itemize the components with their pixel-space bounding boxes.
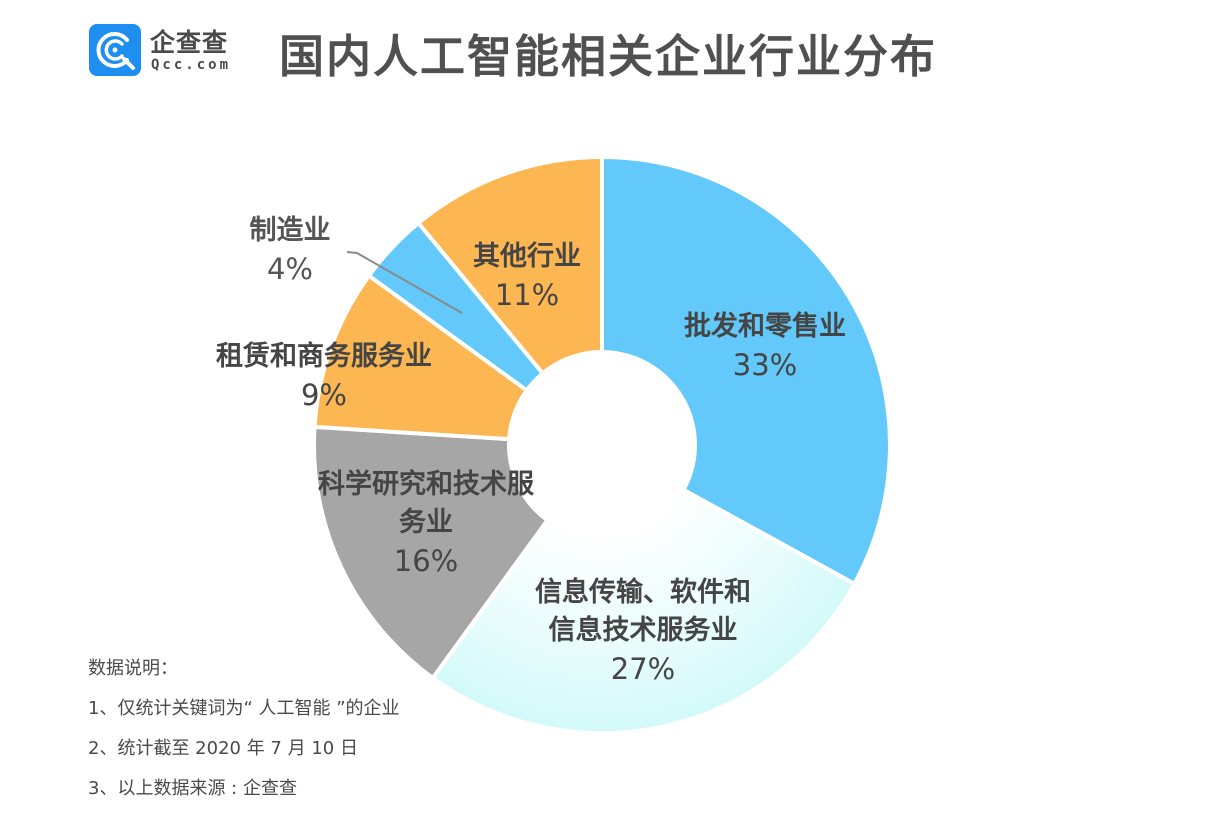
slice-label-leasing-business: 租赁和商务服务业 9% (216, 338, 432, 414)
notes-item: 2、统计截至 2020 年 7 月 10 日 (88, 738, 358, 759)
label-text: 科学研究和技术服 (318, 469, 534, 500)
label-percent: 27% (610, 652, 676, 686)
notes-heading: 数据说明： (88, 658, 178, 679)
page-title: 国内人工智能相关企业行业分布 (279, 30, 938, 83)
label-text: 其他行业 (473, 241, 581, 272)
label-percent: 16% (393, 544, 459, 578)
slice-label-manufacturing: 制造业 4% (250, 212, 331, 288)
slice-label-scientific-research: 科学研究和技术服 务业 16% (318, 466, 534, 580)
label-percent: 33% (732, 348, 798, 382)
label-text: 务业 (399, 507, 453, 538)
slice-label-it-services: 信息传输、软件和 信息技术服务业 27% (535, 574, 751, 688)
donut-hole (507, 350, 697, 540)
data-notes: 数据说明： 1、仅统计关键词为“ 人工智能 ”的企业 2、统计截至 2020 年… (88, 654, 400, 814)
brand-domain: Qcc.com (151, 57, 232, 73)
notes-item: 1、仅统计关键词为“ 人工智能 ”的企业 (88, 698, 400, 719)
label-text: 租赁和商务服务业 (216, 341, 432, 372)
slice-label-other-industries: 其他行业 11% (473, 238, 581, 314)
label-text: 制造业 (249, 215, 331, 246)
label-percent: 9% (300, 378, 347, 412)
notes-item: 3、以上数据来源 : 企查查 (88, 778, 297, 799)
manufacturing-leader-line (346, 251, 463, 314)
label-text: 信息传输、软件和 (535, 577, 751, 608)
label-text: 信息技术服务业 (548, 615, 738, 646)
label-text: 批发和零售业 (684, 311, 846, 342)
qcc-logo-icon (89, 24, 141, 76)
label-percent: 4% (266, 252, 313, 286)
label-percent: 11% (494, 278, 560, 312)
slice-label-wholesale-retail: 批发和零售业 33% (684, 308, 846, 384)
donut-slice (429, 442, 858, 735)
brand-name: 企查查 (150, 28, 229, 57)
